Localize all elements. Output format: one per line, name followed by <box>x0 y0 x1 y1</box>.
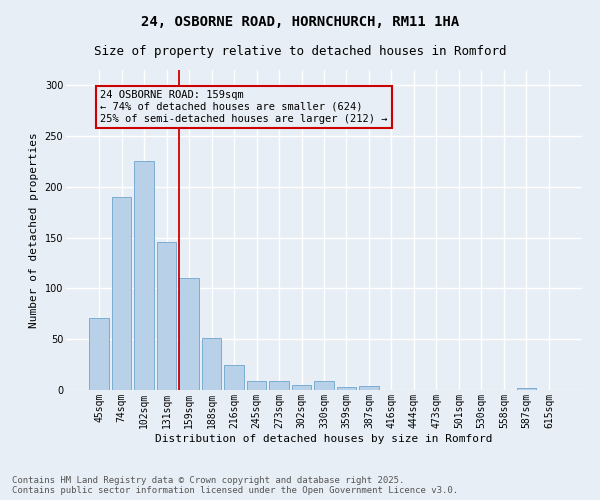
Text: 24 OSBORNE ROAD: 159sqm
← 74% of detached houses are smaller (624)
25% of semi-d: 24 OSBORNE ROAD: 159sqm ← 74% of detache… <box>100 90 388 124</box>
Bar <box>179 278 199 390</box>
X-axis label: Distribution of detached houses by size in Romford: Distribution of detached houses by size … <box>155 434 493 444</box>
Y-axis label: Number of detached properties: Number of detached properties <box>29 132 39 328</box>
Text: 24, OSBORNE ROAD, HORNCHURCH, RM11 1HA: 24, OSBORNE ROAD, HORNCHURCH, RM11 1HA <box>141 15 459 29</box>
Bar <box>269 381 289 390</box>
Bar <box>337 387 356 390</box>
Bar <box>134 162 154 390</box>
Bar <box>247 381 266 390</box>
Bar <box>224 364 244 390</box>
Text: Contains HM Land Registry data © Crown copyright and database right 2025.
Contai: Contains HM Land Registry data © Crown c… <box>12 476 458 495</box>
Bar <box>202 338 221 390</box>
Bar <box>112 197 131 390</box>
Bar <box>89 318 109 390</box>
Bar <box>314 381 334 390</box>
Text: Size of property relative to detached houses in Romford: Size of property relative to detached ho… <box>94 45 506 58</box>
Bar <box>517 388 536 390</box>
Bar <box>359 386 379 390</box>
Bar <box>157 242 176 390</box>
Bar <box>292 385 311 390</box>
